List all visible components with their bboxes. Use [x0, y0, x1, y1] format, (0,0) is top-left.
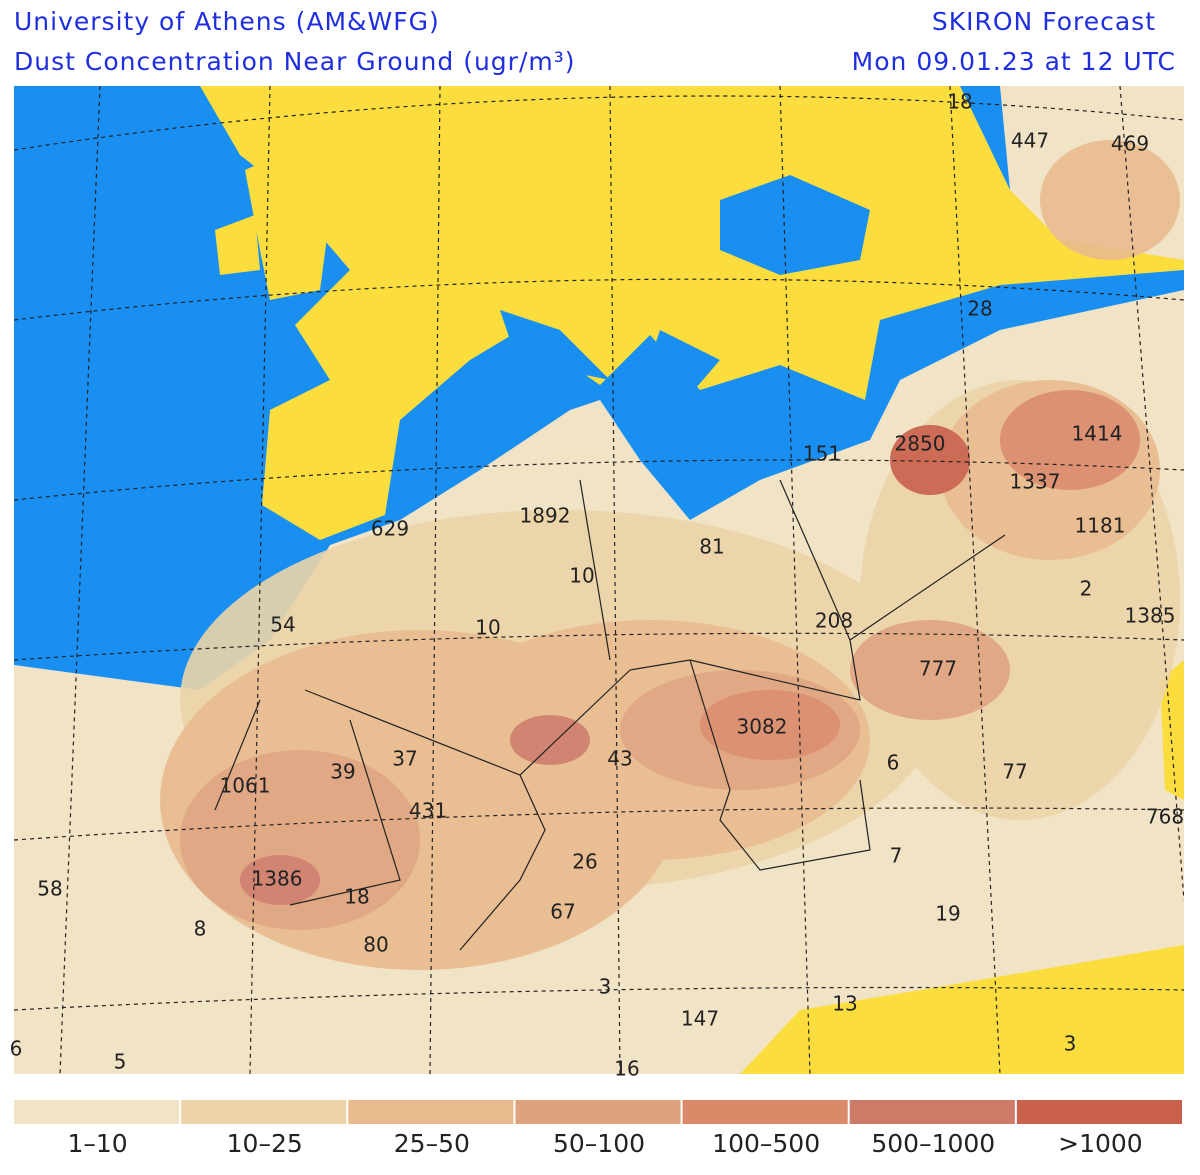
map-value-label: 147 — [681, 1007, 719, 1031]
map-value-label: 7 — [890, 844, 903, 868]
map-value-label: 28 — [967, 297, 992, 321]
subtitle: Dust Concentration Near Ground (ugr/m³) — [14, 47, 576, 76]
legend-label: >1000 — [1058, 1129, 1143, 1158]
map-value-label: 1181 — [1075, 514, 1126, 538]
map-value-label: 5 — [114, 1050, 127, 1074]
product: SKIRON Forecast — [932, 7, 1156, 36]
map-value-label: 10 — [569, 564, 594, 588]
map-value-label: 58 — [37, 877, 62, 901]
map-value-label: 10 — [475, 616, 500, 640]
map-value-label: 8 — [194, 917, 207, 941]
map-value-label: 1386 — [252, 867, 303, 891]
map-value-label: 19 — [935, 902, 960, 926]
legend-swatch — [682, 1100, 848, 1124]
legend-label: 10–25 — [227, 1129, 303, 1158]
legend-swatch — [849, 1100, 1015, 1124]
legend-swatch — [348, 1100, 514, 1124]
map-value-label: 629 — [371, 517, 409, 541]
map-value-label: 77 — [1002, 760, 1027, 784]
map-value-label: 13 — [832, 992, 857, 1016]
legend-swatch — [181, 1100, 347, 1124]
map-value-label: 54 — [270, 613, 295, 637]
map-value-label: 151 — [803, 442, 841, 466]
map — [14, 86, 1184, 1074]
map-value-label: 2850 — [895, 432, 946, 456]
map-value-label: 18 — [344, 885, 369, 909]
map-value-label: 18 — [947, 90, 972, 114]
map-value-label: 1414 — [1072, 422, 1123, 446]
legend-label: 50–100 — [553, 1129, 645, 1158]
map-value-label: 1385 — [1125, 604, 1176, 628]
map-value-label: 3082 — [737, 715, 788, 739]
legend-swatch — [14, 1100, 180, 1124]
map-value-label: 39 — [330, 760, 355, 784]
map-value-label: 2 — [1080, 577, 1093, 601]
map-value-label: 3 — [599, 975, 612, 999]
legend-label: 1–10 — [67, 1129, 127, 1158]
map-value-label: 768 — [1146, 805, 1184, 829]
map-value-label: 43 — [607, 747, 632, 771]
map-value-label: 37 — [392, 747, 417, 771]
map-value-label: 1337 — [1010, 470, 1061, 494]
map-value-label: 208 — [815, 609, 853, 633]
map-value-label: 1892 — [520, 504, 571, 528]
map-value-label: 431 — [409, 799, 447, 823]
legend-swatch — [1016, 1100, 1182, 1124]
map-value-label: 16 — [614, 1057, 639, 1081]
map-value-label: 777 — [919, 657, 957, 681]
map-value-label: 67 — [550, 900, 575, 924]
map-value-label: 3 — [1064, 1032, 1077, 1056]
map-value-label: 447 — [1011, 129, 1049, 153]
map-value-label: 469 — [1111, 132, 1149, 156]
map-value-label: 26 — [572, 850, 597, 874]
title: University of Athens (AM&WFG) — [14, 7, 440, 36]
map-value-label: 1061 — [220, 774, 271, 798]
map-value-label: 6 — [887, 751, 900, 775]
map-value-label: 6 — [10, 1037, 23, 1061]
map-value-label: 80 — [363, 933, 388, 957]
legend-label: 500–1000 — [871, 1129, 995, 1158]
legend-swatch — [515, 1100, 681, 1124]
legend-label: 25–50 — [394, 1129, 470, 1158]
legend-label: 100–500 — [712, 1129, 820, 1158]
map-value-label: 81 — [699, 535, 724, 559]
valid-time: Mon 09.01.23 at 12 UTC — [852, 47, 1176, 76]
legend: 1–10 10–25 25–50 50–100 100–500 500–1000 >1000 — [14, 1100, 1182, 1158]
